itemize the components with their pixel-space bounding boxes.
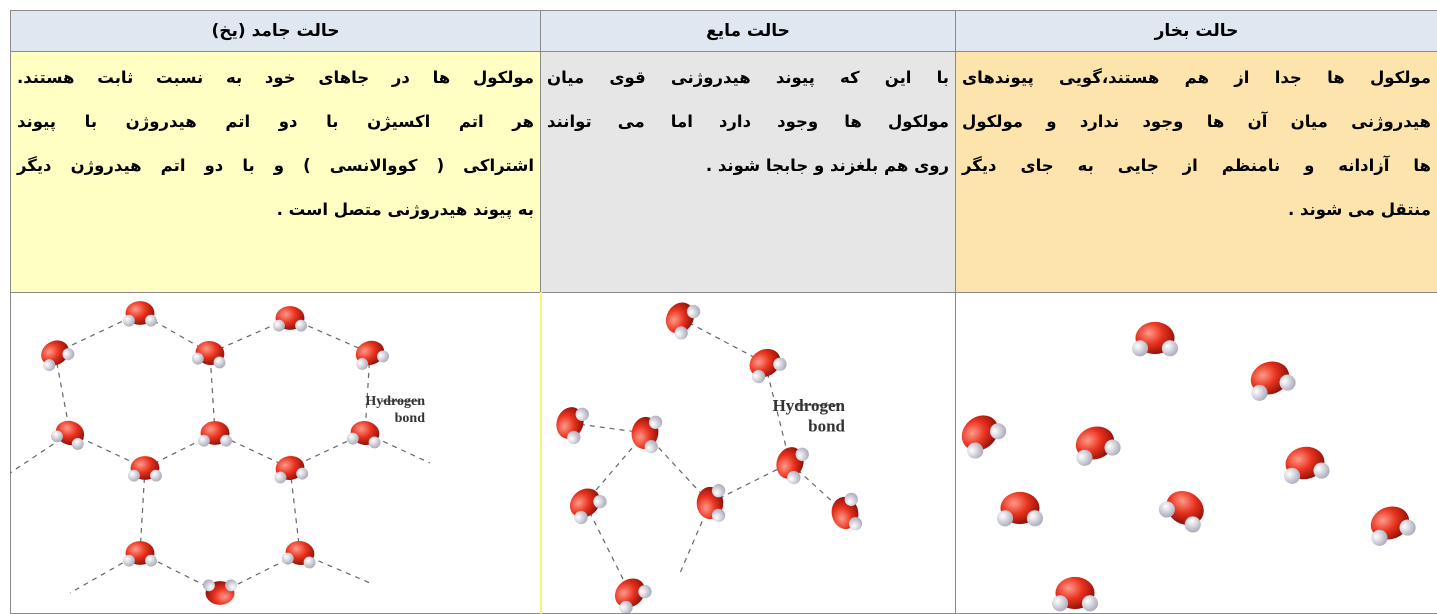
molecule: [562, 481, 609, 527]
desc-line: هر اتم اکسیژن با دو اتم هیدروژن با پیوند: [11, 100, 540, 144]
atom: [203, 579, 215, 591]
solid-image: Hydrogen bond: [10, 293, 540, 613]
atom: [150, 470, 162, 482]
desc-line: هیدروژنی میان آن ها وجود ندارد و مولکول: [956, 100, 1437, 144]
header-cell: حالت بخار: [956, 11, 1437, 52]
molecule: [697, 484, 726, 522]
atom: [295, 320, 307, 332]
molecule: [123, 301, 157, 327]
bond-line: [680, 318, 765, 363]
states-table: حالت بخار حالت مایع حالت جامد (یخ) مولکو…: [10, 10, 1437, 614]
desc-line: منتقل می شوند .: [956, 188, 1437, 232]
bond-line: [140, 468, 145, 553]
bond-label: bond: [808, 416, 845, 435]
desc-line: با این که پیوند هیدروژنی قوی میان: [541, 56, 955, 100]
molecule: [955, 406, 1009, 462]
molecule: [659, 295, 703, 342]
molecule: [1363, 500, 1418, 548]
molecule: [345, 418, 383, 449]
molecule: [551, 401, 591, 446]
header-row: حالت بخار حالت مایع حالت جامد (یخ): [11, 11, 1437, 52]
molecule: [34, 334, 76, 373]
atom: [712, 509, 725, 522]
atom: [225, 579, 237, 591]
desc-line: به پیوند هیدروژنی متصل است .: [11, 188, 540, 232]
atom: [1162, 340, 1178, 356]
atom: [1052, 595, 1068, 611]
molecule: [190, 338, 228, 369]
molecule: [203, 579, 237, 605]
header-cell: حالت جامد (یخ): [11, 11, 541, 52]
desc-cell: مولکول ها در جاهای خود به نسبت ثابت هستن…: [11, 52, 541, 293]
bond-line: [585, 503, 630, 593]
molecule: [123, 541, 157, 567]
atom: [128, 470, 140, 482]
atom: [997, 510, 1013, 526]
atom: [220, 435, 232, 447]
atom: [1027, 510, 1043, 526]
molecule: [198, 421, 232, 447]
desc-line: اشتراکی ( کووالانسی ) و با دو اتم هیدروژ…: [11, 144, 540, 188]
molecule: [771, 441, 811, 486]
image-cell: [956, 293, 1437, 614]
molecule: [629, 412, 664, 454]
atom: [123, 555, 135, 567]
molecule: [128, 456, 162, 482]
molecule: [1280, 443, 1331, 485]
atom: [1082, 595, 1098, 611]
molecule: [742, 342, 789, 386]
atom: [145, 315, 157, 327]
bond-line: [290, 468, 300, 553]
atom: [712, 484, 725, 497]
molecule: [607, 571, 654, 613]
molecule: [1132, 322, 1178, 357]
molecule: [1068, 420, 1123, 468]
atom: [145, 555, 157, 567]
desc-line: مولکول ها در جاهای خود به نسبت ثابت هستن…: [11, 56, 540, 100]
bond-label: Hydrogen: [365, 394, 425, 409]
image-cell: Hydrogen bond: [11, 293, 541, 614]
bond-label: bond: [394, 411, 425, 426]
molecule: [271, 453, 309, 484]
molecule: [273, 306, 307, 332]
molecule: [829, 492, 864, 534]
atom: [1132, 340, 1148, 356]
molecule: [49, 416, 90, 452]
desc-line: روی هم بلغزند و جابجا شوند .: [541, 144, 955, 188]
header-cell: حالت مایع: [541, 11, 956, 52]
desc-line: مولکول ها جدا از هم هستند،گویی پیوندهای: [956, 56, 1437, 100]
desc-line: مولکول ها وجود دارد اما می توانند: [541, 100, 955, 144]
molecule: [280, 538, 318, 569]
molecule: [1243, 355, 1298, 403]
molecule: [997, 492, 1043, 527]
atom: [198, 435, 210, 447]
atom: [273, 320, 285, 332]
molecule: [1052, 577, 1098, 612]
atom: [123, 315, 135, 327]
molecule: [349, 336, 390, 372]
bond-label: Hydrogen: [773, 396, 846, 415]
vapor-image: [955, 293, 1437, 613]
desc-line: ها آزادانه و نامنظم از جایی به جای دیگر: [956, 144, 1437, 188]
desc: مولکول ها در جاهای خود به نسبت ثابت هستن…: [11, 52, 540, 232]
molecule: [1156, 483, 1213, 536]
